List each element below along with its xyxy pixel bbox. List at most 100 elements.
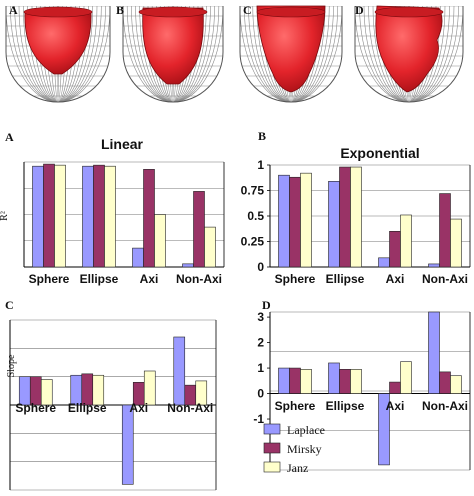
legend-swatch-laplace [263, 423, 281, 435]
panel-label: D [262, 298, 271, 312]
bar-mirsky-non-axi [193, 191, 205, 268]
bar-janz-ellipse [350, 166, 362, 268]
chart-title: Exponential [340, 145, 419, 161]
bar-janz-axi [154, 214, 166, 268]
heart-panel-label: A [9, 3, 18, 17]
bar-janz-sphere [300, 172, 312, 268]
heart-panel-label: B [116, 3, 124, 17]
bar-mirsky-non-axi [439, 193, 451, 268]
heart-models-row: A B C D [5, 3, 464, 103]
bar-janz-ellipse [350, 369, 362, 394]
bar-laplace-sphere [278, 174, 290, 268]
category-label: Sphere [15, 401, 56, 415]
bar-janz-non-axi [195, 380, 208, 406]
heart-frame-outline [122, 6, 224, 103]
legend-label-janz: Janz [287, 461, 308, 475]
bar-janz-sphere [40, 379, 53, 406]
bar-laplace-non-axi [182, 263, 194, 268]
bar-laplace-sphere [32, 165, 44, 268]
category-label: Non-Axi [176, 272, 222, 286]
category-label: Axi [140, 272, 159, 286]
bar-janz-ellipse [92, 374, 105, 406]
legend-label-mirsky: Mirsky [287, 442, 322, 456]
y-tick-label: 0.5 [247, 209, 264, 223]
category-label: Ellipse [68, 401, 107, 415]
category-label: Axi [129, 401, 148, 415]
bar-laplace-ellipse [328, 362, 340, 394]
bar-mirsky-sphere [289, 176, 301, 268]
bar-janz-non-axi [450, 218, 462, 268]
category-label: Sphere [29, 272, 70, 286]
y-tick-label: 0.25 [241, 235, 265, 249]
heart-frame-outline [239, 6, 343, 103]
category-label: Non-Axi [167, 401, 213, 415]
legend: Laplace Mirsky Janz [263, 423, 325, 475]
y-tick-label: -1 [253, 412, 264, 426]
bar-mirsky-ellipse [93, 164, 105, 268]
heart-frame-outline [5, 6, 111, 103]
chart-title: Linear [101, 136, 144, 152]
heart-ventricle-shape [256, 5, 326, 93]
bar-mirsky-axi [143, 169, 155, 268]
bar-mirsky-non-axi [439, 371, 451, 394]
heart-panel-label: D [355, 3, 364, 17]
bar-laplace-axi [121, 404, 134, 485]
bar-janz-axi [400, 214, 412, 268]
category-label: Ellipse [326, 399, 365, 413]
heart-ventricle-shape [375, 5, 443, 93]
bar-janz-ellipse [104, 165, 116, 268]
bar-laplace-ellipse [82, 165, 94, 268]
heart-panel-label: C [243, 3, 252, 17]
bar-laplace-sphere [278, 367, 290, 394]
heart-ventricle-shape [142, 7, 204, 85]
category-label: Axi [386, 272, 405, 286]
y-tick-label: 0.75 [241, 184, 265, 198]
bar-mirsky-sphere [43, 163, 55, 268]
bar-janz-axi [143, 370, 156, 406]
y-axis-label: R² [0, 211, 10, 221]
chart-panel-a: A Linear R² Sphere Ellipse Axi Non-Axi [0, 130, 225, 286]
bar-janz-non-axi [450, 375, 462, 394]
bar-janz-sphere [54, 164, 66, 268]
category-label: Axi [386, 399, 405, 413]
y-tick-label: 3 [257, 310, 264, 324]
chart-panel-b: B Exponential 0 0.25 0.5 0.75 1 Sphere Ellipse Ax… [241, 129, 471, 286]
panel-label: A [5, 130, 14, 144]
category-label: Non-Axi [422, 272, 468, 286]
heart-rim [23, 6, 93, 18]
heart-rim [256, 6, 326, 18]
y-tick-label: 0 [257, 387, 264, 401]
bar-janz-axi [400, 361, 412, 394]
bar-mirsky-ellipse [339, 369, 351, 394]
heart-model-d: D [354, 3, 464, 103]
bar-mirsky-sphere [289, 367, 301, 394]
bar-laplace-axi [378, 257, 390, 268]
bar-janz-non-axi [204, 226, 216, 268]
chart-panel-d: D -1 0 1 2 3 Sphere Ellipse Axi Non-Axi [253, 298, 471, 471]
chart-panel-c: C Slope Sphere Ellipse Axi Non-Axi [5, 298, 217, 491]
y-axis-label: Slope [6, 354, 17, 377]
bar-laplace-non-axi [428, 263, 440, 268]
category-label: Sphere [275, 272, 316, 286]
category-label: Ellipse [326, 272, 365, 286]
bar-mirsky-ellipse [339, 166, 351, 268]
bar-laplace-non-axi [173, 336, 186, 406]
category-label: Sphere [275, 399, 316, 413]
y-tick-label: 1 [257, 361, 264, 375]
legend-label-laplace: Laplace [287, 423, 325, 437]
bar-mirsky-axi [389, 231, 401, 268]
y-tick-label: 0 [257, 260, 264, 274]
panel-label: B [258, 129, 266, 143]
legend-swatch-janz [263, 461, 281, 473]
bar-laplace-axi [132, 247, 144, 268]
heart-model-c: C [239, 3, 343, 103]
category-label: Non-Axi [422, 399, 468, 413]
heart-rim [374, 6, 444, 18]
y-tick-label: 1 [257, 158, 264, 172]
bar-laplace-axi [378, 393, 390, 466]
heart-rim [138, 6, 208, 18]
heart-model-a: A [5, 3, 111, 103]
bar-laplace-ellipse [328, 181, 340, 268]
heart-ventricle-shape [24, 11, 92, 75]
